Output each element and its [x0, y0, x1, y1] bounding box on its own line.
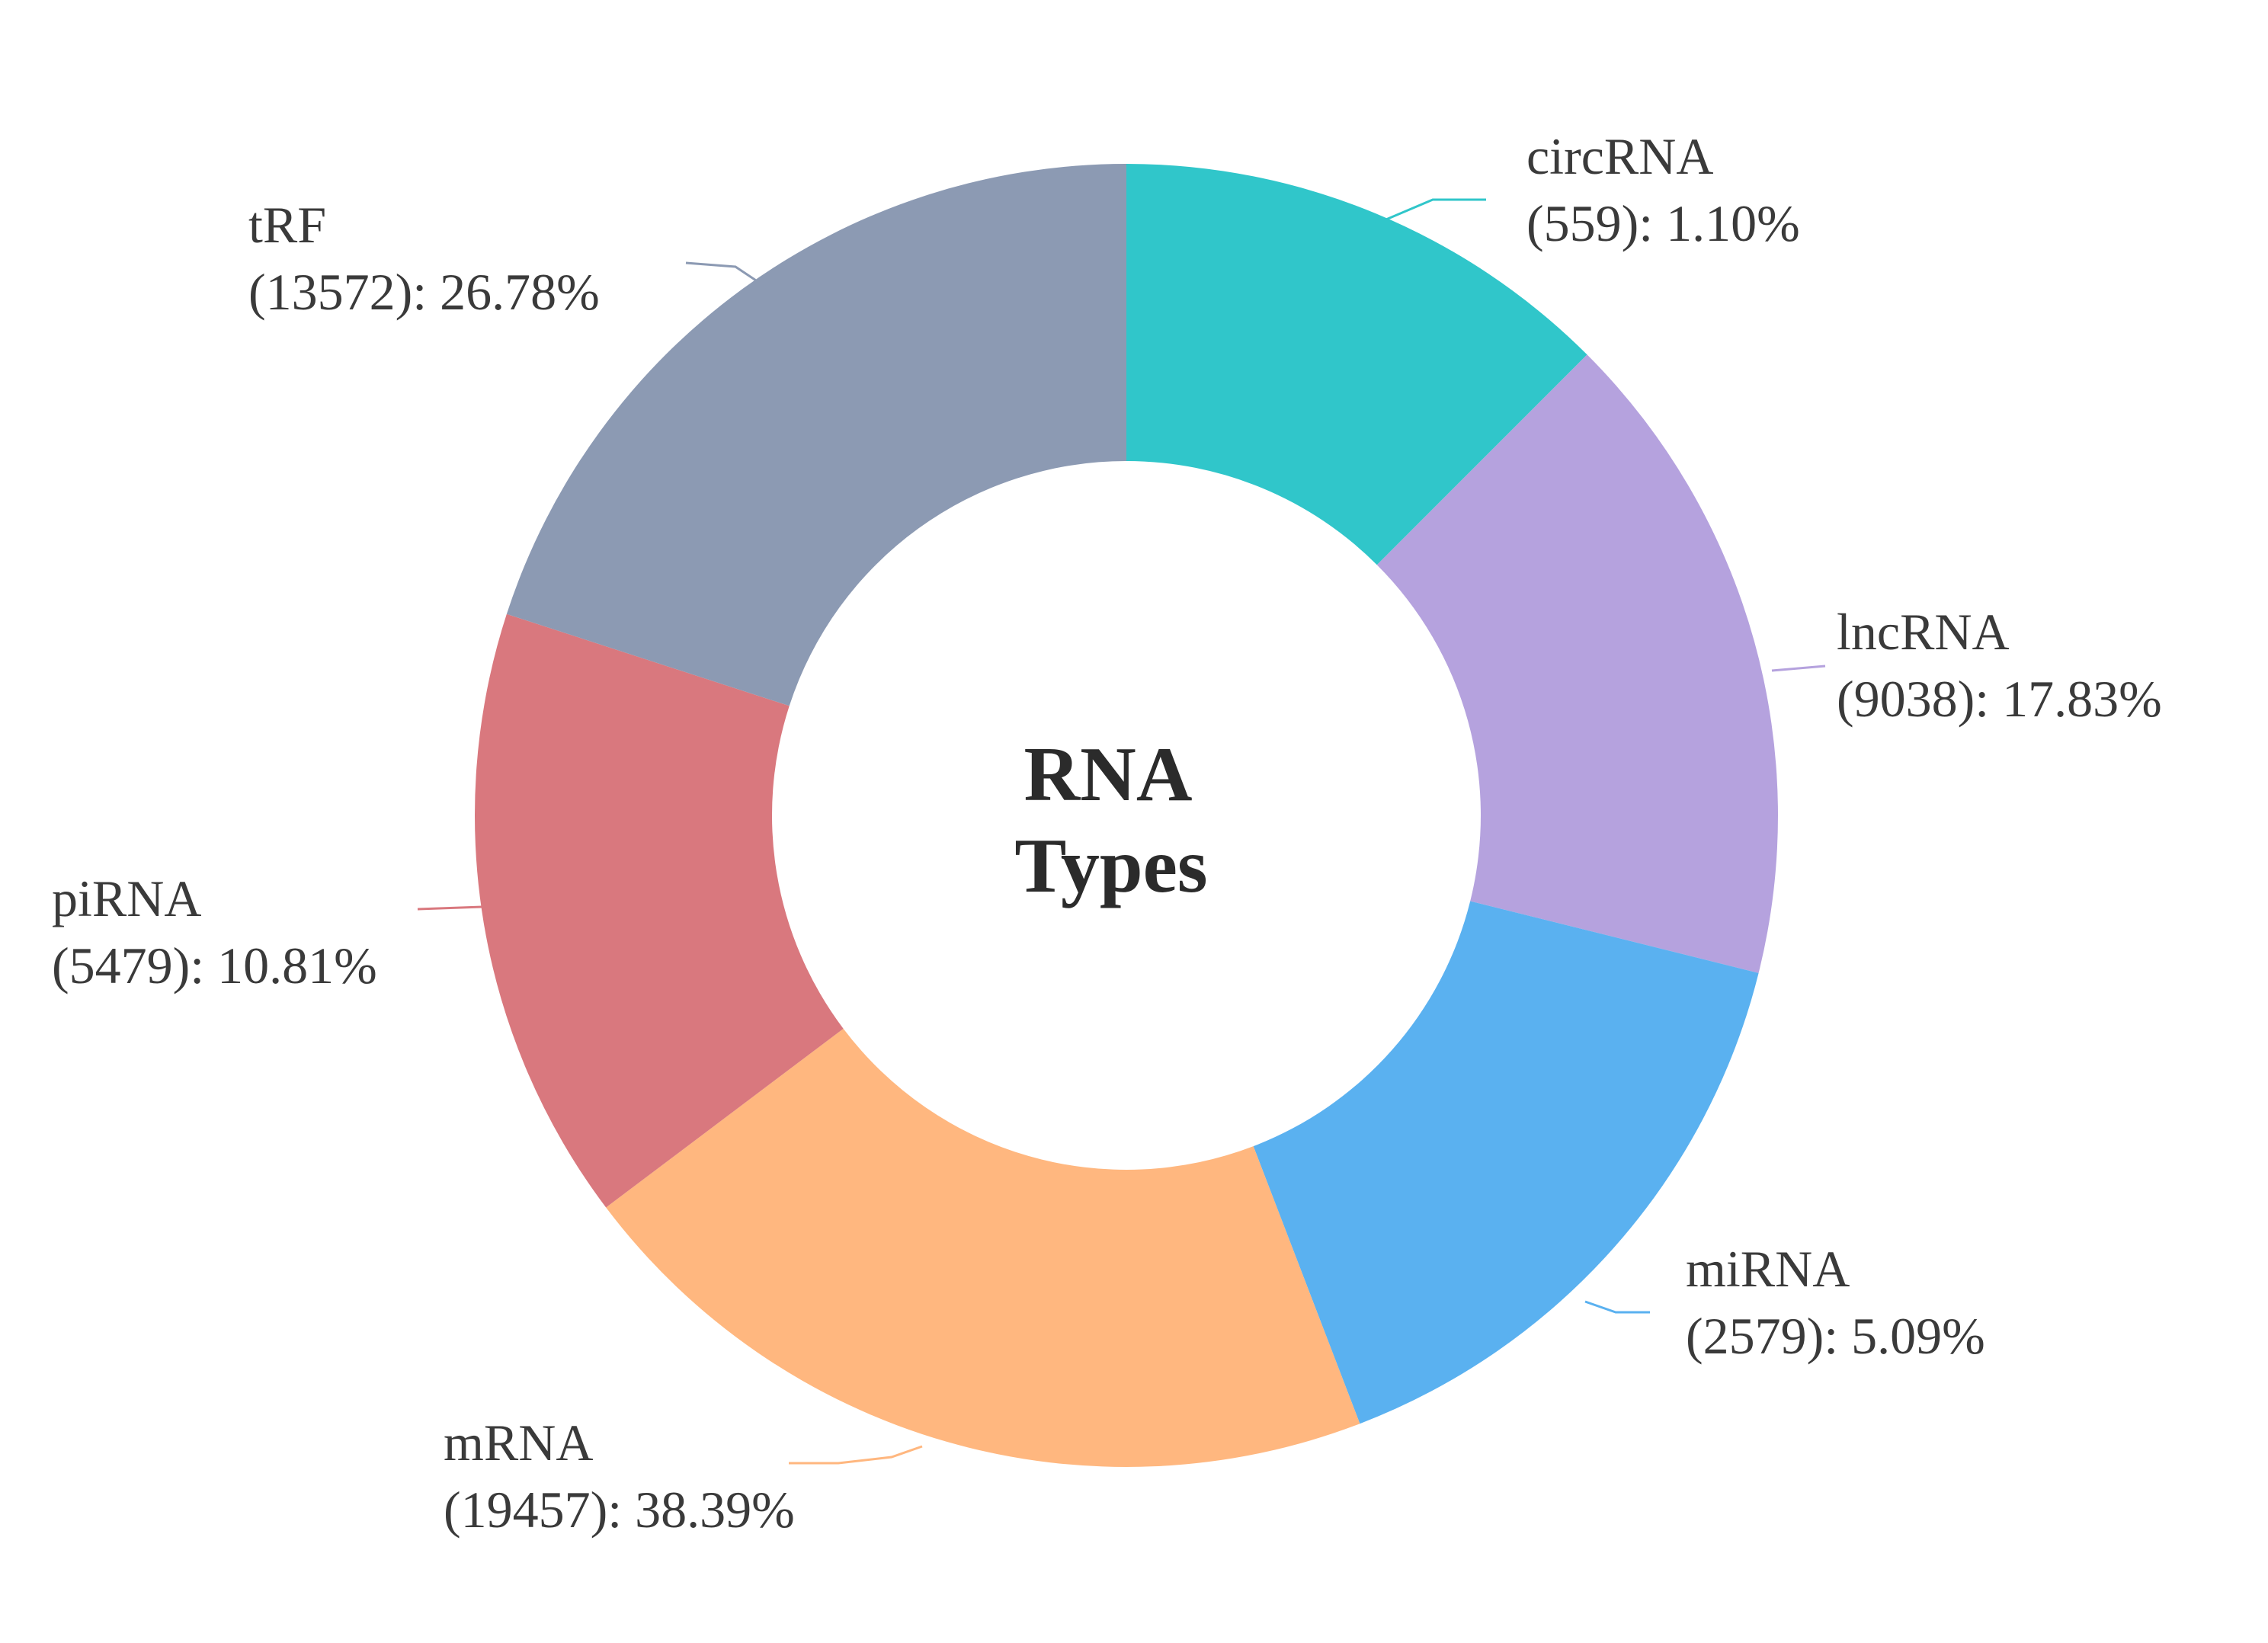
slice-label-name: miRNA [1686, 1240, 1850, 1298]
slice-label-miRNA: miRNA (2579): 5.09% [1686, 1240, 1985, 1365]
slice-piRNA [475, 613, 844, 1208]
slice-circRNA [1126, 164, 1587, 565]
slice-label-piRNA: piRNA (5479): 10.81% [52, 870, 377, 994]
slice-label-value: (2579): 5.09% [1686, 1307, 1985, 1365]
leader-line-lncRNA [1771, 665, 1826, 672]
center-title: RNA Types [1014, 732, 1207, 909]
slice-label-name: tRF [248, 196, 326, 254]
leader-line-tRF [685, 261, 770, 291]
center-title-line-2: Types [1014, 823, 1207, 909]
slice-label-value: (9038): 17.83% [1837, 670, 2162, 728]
slice-label-name: piRNA [52, 870, 201, 927]
slice-label-tRF: tRF (13572): 26.78% [248, 196, 600, 321]
center-title-line-1: RNA [1024, 732, 1193, 818]
slice-label-value: (559): 1.10% [1526, 194, 1800, 252]
slice-label-value: (13572): 26.78% [248, 263, 600, 321]
leader-lines-layer [417, 198, 1826, 1465]
slice-mRNA [606, 1028, 1360, 1467]
leader-line-miRNA [1584, 1300, 1650, 1314]
leader-line-mRNA [789, 1445, 923, 1465]
slice-label-mRNA: mRNA (19457): 38.39% [444, 1414, 795, 1539]
slice-label-name: lncRNA [1837, 603, 2010, 661]
slice-label-value: (5479): 10.81% [52, 937, 377, 994]
slice-label-circRNA: circRNA (559): 1.10% [1526, 127, 1800, 252]
slices-layer [475, 164, 1778, 1467]
slice-label-lncRNA: lncRNA (9038): 17.83% [1837, 603, 2162, 728]
slice-label-name: circRNA [1526, 127, 1713, 185]
slice-labels-layer: circRNA (559): 1.10% lncRNA (9038): 17.83% m… [52, 127, 2162, 1539]
slice-label-value: (19457): 38.39% [444, 1481, 795, 1539]
leader-line-circRNA [1371, 198, 1486, 227]
slice-tRF [506, 164, 1126, 706]
slice-miRNA [1253, 901, 1759, 1424]
leader-line-piRNA [417, 905, 483, 911]
slice-label-name: mRNA [444, 1414, 593, 1472]
slice-lncRNA [1376, 354, 1778, 973]
